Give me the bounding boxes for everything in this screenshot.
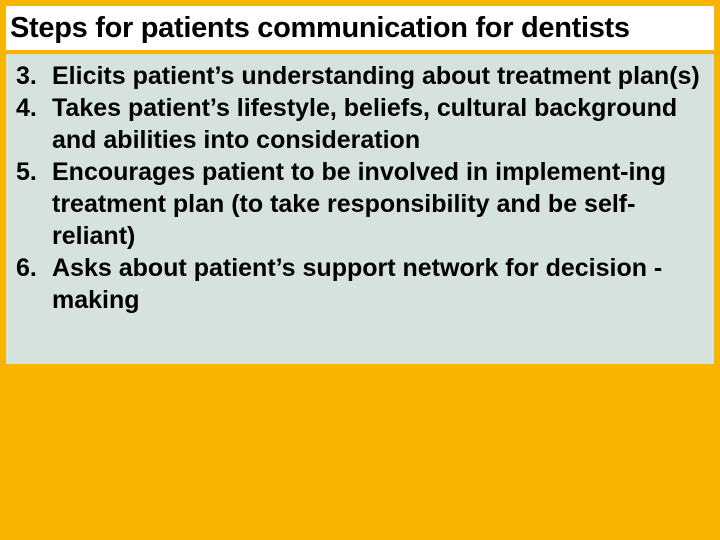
item-text: Asks about patient’s support network for… bbox=[52, 252, 704, 316]
item-text: Elicits patient’s understanding about tr… bbox=[52, 60, 704, 92]
list-item: 3. Elicits patient’s understanding about… bbox=[16, 60, 704, 92]
item-number: 4. bbox=[16, 92, 52, 156]
item-text: Takes patient’s lifestyle, beliefs, cult… bbox=[52, 92, 704, 156]
list-item: 4. Takes patient’s lifestyle, beliefs, c… bbox=[16, 92, 704, 156]
content-box: 3. Elicits patient’s understanding about… bbox=[6, 54, 714, 364]
slide-title: Steps for patients communication for den… bbox=[10, 12, 630, 45]
item-text: Encourages patient to be involved in imp… bbox=[52, 156, 704, 252]
item-number: 5. bbox=[16, 156, 52, 252]
list-item: 6. Asks about patient’s support network … bbox=[16, 252, 704, 316]
title-bar: Steps for patients communication for den… bbox=[6, 6, 714, 50]
item-number: 6. bbox=[16, 252, 52, 316]
item-number: 3. bbox=[16, 60, 52, 92]
list-item: 5. Encourages patient to be involved in … bbox=[16, 156, 704, 252]
slide: Steps for patients communication for den… bbox=[0, 0, 720, 540]
